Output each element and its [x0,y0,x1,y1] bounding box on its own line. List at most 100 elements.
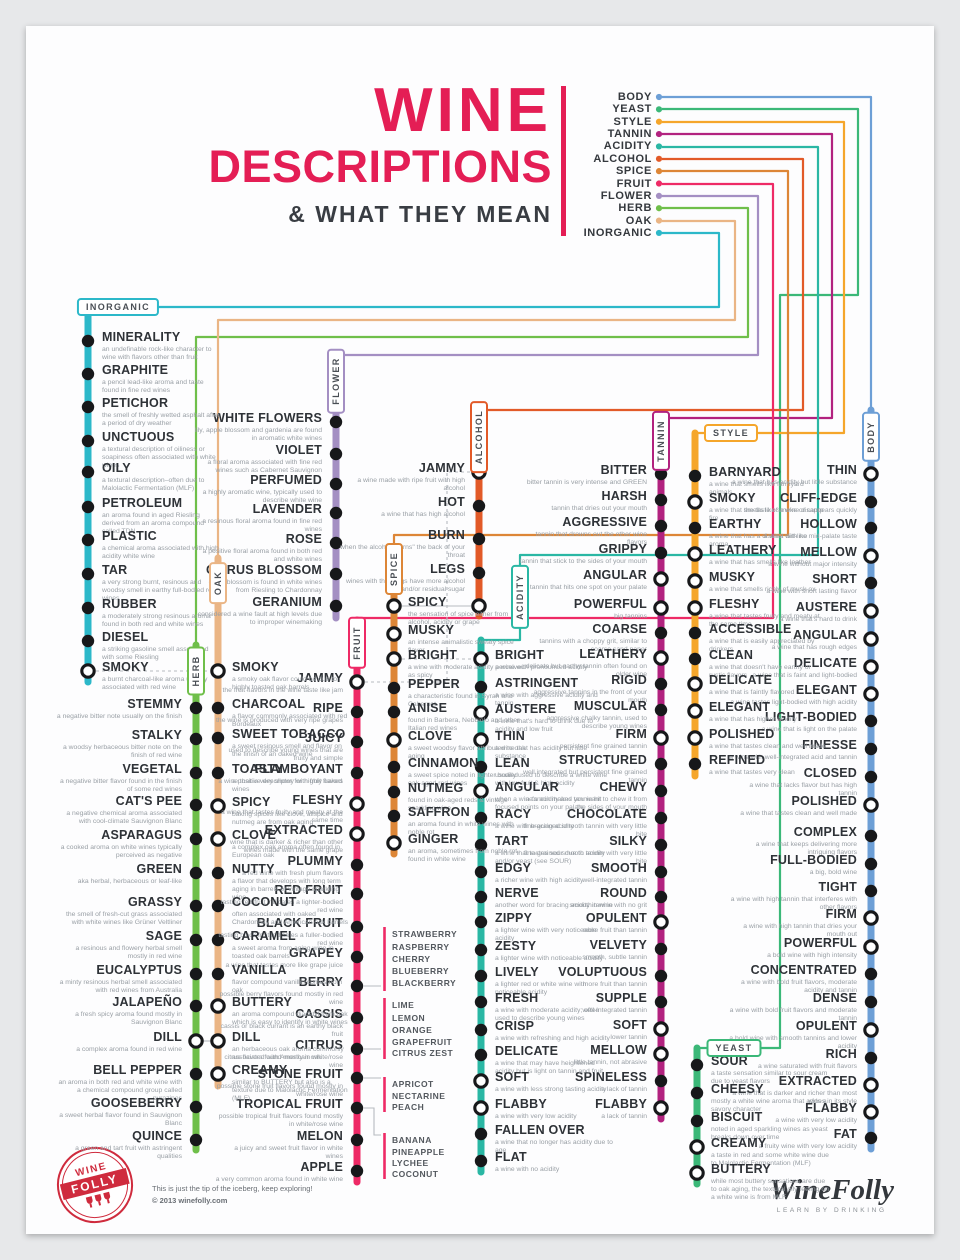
term-description: a wine that is faintly flavored [709,688,795,696]
term-label: POWERFUL [783,936,857,950]
term-unctuous: UNCTUOUS a textural description of oiline… [102,430,220,470]
term-description: the smell of fresh-cut grass associated … [66,910,182,926]
term-label: STEMMY [127,697,182,711]
term-zesty: ZESTY a lighter wine with noticeable acid… [495,939,613,963]
term-flat: FLAT a wine with no acidity [495,1150,613,1174]
term-creamy: CREAMY similar to BUTTERY but also is a t… [232,1063,350,1103]
term-label: GREEN [136,862,182,876]
term-description: the fruit flavors in the wine taste like… [222,686,343,694]
term-description: bitter tannin is very intense and GREEN [526,478,647,486]
term-description: tasting black fruit indicates a fuller-b… [218,931,343,947]
term-description: mostly a white wine aroma that adds a sa… [711,1097,827,1113]
term-description: found in Barbera, Nebbiolo and other Ita… [408,716,520,732]
term-label: SPICY [232,795,271,809]
term-silky: SILKY fine-grained smooth tannin with ver… [519,834,647,866]
legend-item-oak: OAK [625,214,652,227]
term-label: THIN [827,463,857,477]
term-label: HARSH [601,489,647,503]
fruit-example-citrus-zest: CITRUS ZEST [392,1048,454,1058]
term-light-bodied: LIGHT-BODIED a wine that is light on the … [729,710,857,734]
term-label: RICH [825,1047,857,1061]
term-description: an intense animalistic sweaty spice flav… [408,638,514,654]
term-label: CREAMY [711,1136,767,1150]
term-description: a taste in red and some white wine due t… [711,1151,829,1167]
term-description: a lighter red or white wine with noticea… [495,980,587,996]
term-label: RACY [495,807,532,821]
term-lively: LIVELY a lighter red or white wine with n… [495,965,613,997]
term-flabby: FLABBY a wine with very low acidity [495,1097,613,1121]
term-label: BITTER [600,463,647,477]
term-label: ANISE [408,701,448,715]
term-description: the wine is produced with very ripe grap… [216,716,343,724]
term-label: DILL [153,1030,182,1044]
term-label: GERANIUM [252,595,322,609]
term-label: SAGE [145,929,182,943]
term-description: a wine with pronounced acidity [495,663,588,671]
term-description: a very strong burnt, resinous and woodsy… [102,578,216,603]
term-leathery: LEATHERY a wine that has smells like leat… [709,543,827,567]
term-lavender: LAVENDER a resinous floral aroma found in… [194,502,322,534]
term-description: a woodsy herbaceous bitter note on the f… [62,743,182,759]
term-label: CITRUS [295,1038,343,1052]
term-label: MUSCULAR [573,699,647,713]
term-label: FINESSE [802,738,857,752]
term-polished: POLISHED a wine that tastes clean and wel… [709,727,827,751]
term-label: LEAN [495,756,530,770]
term-label: FLAMBOYANT [254,762,343,776]
term-description: a wine that is faint and light-bodied [752,671,857,679]
term-label: SWEET TOBACCO [232,727,346,741]
term-coarse: COARSE tannins with a choppy grit, simila… [519,622,647,654]
term-caramel: CARAMEL a sweet aroma from aging wine in … [232,929,350,961]
term-description: a wine with very low acidity [495,1112,577,1120]
term-label: NUTMEG [408,781,464,795]
term-oily: OILY a textural description–often due to … [102,461,220,493]
term-description: when a wine's acidity and tannin hit foc… [495,795,602,811]
legend-item-spice: SPICE [615,165,652,178]
term-description: a complex aroma found in red wine [76,1045,182,1053]
title-line1: WINE [374,76,552,145]
term-description: an aroma found in white wines with noble… [408,820,514,836]
term-label: DENSE [812,991,857,1005]
term-description: a wine with less strong tasting acidity [495,1085,607,1093]
term-label: BURN [428,528,465,542]
term-label: CREAMY [232,1063,288,1077]
term-powerful: POWERFUL a bold wine with high intensity [729,936,857,960]
term-description: a striking gasoline smell associated wit… [102,645,209,661]
term-label: CLOVE [408,729,453,743]
wine-glass-icon [94,1193,103,1203]
legend-item-tannin: TANNIN [607,128,652,141]
term-nutmeg: NUTMEG found in oak-aged reds & vintage s… [408,781,526,813]
term-label: FRESH [495,991,539,1005]
term-label: BARNYARD [709,465,781,479]
term-label: CARAMEL [232,929,296,943]
term-rose: ROSE a positive floral aroma found in bot… [194,532,322,564]
term-description: a wine that may have heightened acidity … [495,1059,604,1075]
term-description: wine that is darker & richer than other … [230,838,343,854]
term-label: EUCALYPTUS [96,963,182,977]
term-gooseberry: GOOSEBERRY a sweet herbal flavor found in… [54,1096,182,1128]
term-asparagus: ASPARAGUS a cooked aroma on white wines t… [54,828,182,860]
term-chewy: CHEWY a tannin makes you want to chew it … [519,780,647,812]
term-description: a wine with short lasting flavor [766,587,857,595]
term-label: FIRM [825,907,857,921]
term-description: a wine that lacks flavor but has high ta… [749,781,857,797]
term-accessible: ACCESSIBLE a wine that is easily apprecia… [709,622,827,654]
term-rigid: RIGID aggressive tannins in the front of … [519,673,647,705]
fruit-example-nectarine: NECTARINE [392,1091,446,1101]
term-description: a wine that has rough edges [771,643,857,651]
term-thin: THIN a wine that has acidity but little s… [495,729,613,761]
term-full-bodied: FULL-BODIED a big, bold wine [729,853,857,877]
term-label: SMOKY [232,660,279,674]
term-label: EARTHY [709,517,762,531]
term-description: found in oak-aged reds & vintage sparkli… [408,796,508,812]
term-description: a resinous and flowery herbal smell most… [75,944,182,960]
term-description: while most buttery sensations are due to… [711,1177,829,1202]
term-label: CHARCOAL [232,697,306,711]
term-description: a wine with aggressive acidity and tanni… [495,691,598,707]
fruit-example-lemon: LEMON [392,1013,426,1023]
term-short: SHORT a wine with short lasting flavor [729,572,857,596]
term-label: ZIPPY [495,911,533,925]
term-ripe: RIPE the wine is produced with very ripe … [215,701,343,725]
term-description: tannin that dries out your mouth [551,504,647,512]
term-description: aka herbal, herbaceous or leaf-like [77,877,182,885]
